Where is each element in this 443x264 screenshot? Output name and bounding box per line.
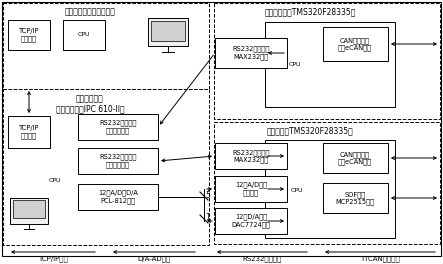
Text: （研华工控机IPC 610-II）: （研华工控机IPC 610-II） bbox=[56, 105, 124, 114]
Text: 5: 5 bbox=[206, 191, 210, 200]
Text: RS232串行通讯
MAX232芯片: RS232串行通讯 MAX232芯片 bbox=[232, 149, 270, 163]
Bar bbox=[265, 140, 395, 238]
Text: TCP/IP
（网卡）: TCP/IP （网卡） bbox=[19, 28, 39, 42]
Bar bbox=[323, 143, 388, 173]
Bar bbox=[3, 89, 209, 245]
Bar bbox=[214, 3, 440, 119]
Text: RS232串行通信
MAX232芯片: RS232串行通信 MAX232芯片 bbox=[232, 46, 270, 60]
Bar bbox=[78, 148, 158, 174]
Text: TCP/IP通信: TCP/IP通信 bbox=[38, 256, 68, 262]
Text: CAN总线通信
片内eCAN模块: CAN总线通信 片内eCAN模块 bbox=[338, 37, 372, 51]
Bar bbox=[148, 18, 188, 46]
Text: 12位D/A转换
DAC7724芯片: 12位D/A转换 DAC7724芯片 bbox=[232, 214, 270, 228]
Text: 智能节点（TMS320F28335）: 智能节点（TMS320F28335） bbox=[267, 126, 354, 135]
Bar bbox=[265, 22, 395, 107]
Bar bbox=[215, 143, 287, 169]
Text: CPU: CPU bbox=[49, 177, 61, 182]
Bar bbox=[323, 27, 388, 61]
Text: TTCAN总线通信: TTCAN总线通信 bbox=[360, 256, 400, 262]
Text: 故障诊断端（TMS320F28335）: 故障诊断端（TMS320F28335） bbox=[264, 7, 356, 16]
Bar bbox=[151, 21, 185, 41]
Text: CPU: CPU bbox=[78, 32, 90, 37]
Text: CAN总线通信
片内eCAN模块: CAN总线通信 片内eCAN模块 bbox=[338, 151, 372, 165]
Text: D/A-AD转换: D/A-AD转换 bbox=[137, 256, 171, 262]
Bar bbox=[215, 38, 287, 68]
Text: 主工作站（商用台式机）: 主工作站（商用台式机） bbox=[65, 7, 116, 16]
Bar bbox=[78, 184, 158, 210]
Text: RS232串行通信
（板载串口）: RS232串行通信 （板载串口） bbox=[99, 154, 137, 168]
Text: 12位A/D转换
片内模块: 12位A/D转换 片内模块 bbox=[235, 182, 267, 196]
Text: RS232串行通信
（板载串口）: RS232串行通信 （板载串口） bbox=[99, 120, 137, 134]
Text: 1: 1 bbox=[206, 214, 210, 223]
Bar bbox=[8, 116, 50, 148]
Bar bbox=[214, 122, 440, 244]
Bar bbox=[78, 114, 158, 140]
Text: CPU: CPU bbox=[291, 187, 303, 192]
Text: 航空发动机端: 航空发动机端 bbox=[76, 95, 104, 103]
Bar bbox=[215, 176, 287, 202]
Bar bbox=[215, 208, 287, 234]
Text: SOF检测
MCP2515芯片: SOF检测 MCP2515芯片 bbox=[335, 191, 375, 205]
Text: TCP/IP
（网卡）: TCP/IP （网卡） bbox=[19, 125, 39, 139]
Bar bbox=[323, 183, 388, 213]
Bar bbox=[63, 20, 105, 50]
Bar bbox=[10, 198, 48, 224]
Bar bbox=[3, 3, 209, 89]
Text: 12位A/D、D/A
PCL-812板卡: 12位A/D、D/A PCL-812板卡 bbox=[98, 190, 138, 204]
Text: RS232串行通信: RS232串行通信 bbox=[242, 256, 282, 262]
Bar bbox=[8, 20, 50, 50]
Bar bbox=[13, 200, 45, 218]
Text: CPU: CPU bbox=[289, 63, 301, 68]
